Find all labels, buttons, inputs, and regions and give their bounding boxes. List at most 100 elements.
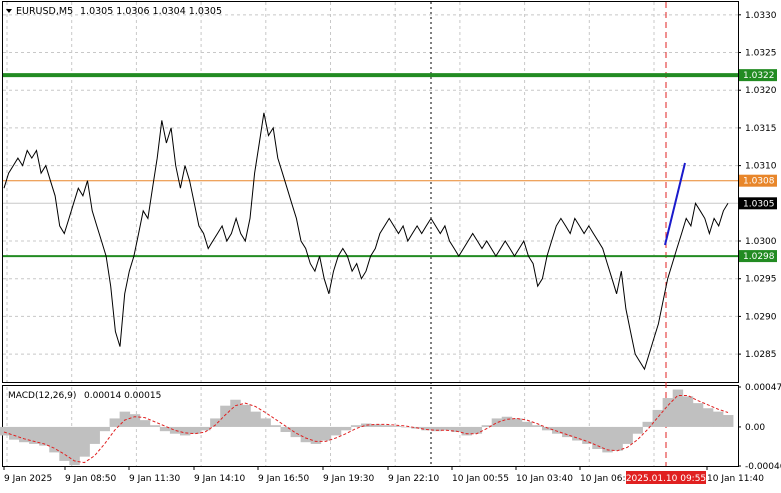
- level-label-text: 1.0298: [743, 252, 775, 262]
- macd-bar: [260, 418, 271, 427]
- cursor-time-label: 2025.01.10 09:55: [626, 471, 706, 484]
- price-series-line: [3, 112, 729, 371]
- macd-bar: [49, 426, 60, 453]
- macd-bar: [552, 426, 563, 434]
- macd-values: 0.00014 0.00015: [84, 391, 161, 401]
- price-line-series: [3, 112, 729, 371]
- macd-bar: [612, 426, 623, 451]
- time-tick-label: 9 Jan 08:50: [65, 474, 117, 484]
- price-tick-label: 1.0285: [745, 350, 777, 360]
- macd-bar: [109, 418, 121, 427]
- macd-bar: [220, 405, 231, 427]
- time-tick-label: 10 Jan 06:2: [580, 474, 631, 484]
- price-axis[interactable]: 1.0330 1.0325 1.0320 1.0315 1.0310 1.0300 1.02…: [738, 11, 777, 360]
- price-level-labels: 1.0322 1.0308 1.0305 1.0298: [739, 69, 777, 262]
- price-tick-label: 1.0330: [745, 11, 777, 21]
- macd-bar: [401, 426, 412, 428]
- macd-bar: [602, 426, 613, 453]
- time-tick-label: 10 Jan 00:55: [452, 474, 509, 484]
- macd-bar: [340, 426, 352, 431]
- macd-bar: [451, 426, 462, 433]
- time-tick-label: 9 Jan 11:30: [129, 474, 181, 484]
- time-tick-label: 9 Jan 16:50: [258, 474, 310, 484]
- time-axis[interactable]: 9 Jan 2025 9 Jan 08:50 9 Jan 11:30 9 Jan 14…: [3, 466, 764, 484]
- cursor-time-text: 2025.01.10 09:55: [626, 474, 706, 484]
- macd-bar: [682, 396, 694, 427]
- macd-bar: [531, 425, 543, 427]
- price-tick-label: 1.0310: [745, 162, 777, 172]
- macd-bar: [632, 426, 643, 434]
- macd-bar: [441, 426, 452, 431]
- level-label-text: 1.0308: [743, 177, 775, 187]
- symbol-timeframe: EURUSD,M5: [16, 6, 73, 17]
- macd-bar: [722, 415, 734, 427]
- macd-bar: [461, 426, 472, 436]
- macd-bar: [200, 426, 211, 431]
- macd-bar: [360, 423, 372, 427]
- macd-bar: [622, 426, 633, 444]
- macd-bar: [149, 425, 161, 427]
- macd-bar: [421, 426, 432, 431]
- macd-bar: [431, 426, 442, 432]
- macd-bar: [521, 421, 533, 427]
- macd-tick-label: 0.00047: [745, 383, 781, 393]
- macd-bar: [19, 426, 30, 443]
- horizontal-levels[interactable]: [3, 73, 738, 258]
- chart-header: EURUSD,M5 1.0305 1.0306 1.0304 1.0305: [6, 6, 222, 17]
- level-label-text: 1.0305: [743, 199, 775, 209]
- macd-bar: [391, 426, 402, 427]
- macd-bar: [210, 418, 221, 427]
- macd-bar: [642, 421, 653, 427]
- macd-bar: [491, 418, 503, 427]
- time-tick-label: 9 Jan 14:10: [194, 474, 246, 484]
- macd-bar: [230, 399, 241, 427]
- macd-header: MACD(12,26,9) 0.00014 0.00015: [8, 391, 161, 401]
- time-tick-label: 10 Jan 11:40: [707, 474, 764, 484]
- macd-bar: [592, 426, 603, 450]
- macd-bar: [129, 414, 141, 427]
- macd-bar: [471, 426, 483, 434]
- macd-bar: [89, 426, 100, 444]
- macd-bar: [371, 424, 382, 427]
- macd-name: MACD(12,26,9): [8, 391, 76, 401]
- macd-bar: [310, 426, 322, 444]
- macd-bar: [99, 426, 110, 432]
- macd-tick-label: 0.00: [745, 423, 765, 433]
- macd-bar: [159, 426, 171, 432]
- time-tick-label: 9 Jan 2025: [4, 474, 52, 484]
- macd-bar: [270, 425, 281, 427]
- macd-histogram: [0, 389, 734, 466]
- macd-bar: [541, 426, 553, 431]
- ohlc-values: 1.0305 1.0306 1.0304 1.0305: [80, 6, 222, 17]
- macd-bar: [562, 426, 573, 438]
- time-tick-label: 10 Jan 03:40: [516, 474, 573, 484]
- macd-bar: [712, 411, 724, 427]
- triangle-down-icon[interactable]: [6, 9, 12, 13]
- macd-bar: [300, 426, 312, 443]
- macd-bar: [69, 426, 80, 466]
- macd-bar: [320, 426, 332, 441]
- price-tick-label: 1.0325: [745, 49, 777, 59]
- price-panel-frame: [2, 1, 739, 383]
- macd-bar: [652, 409, 664, 427]
- macd-bar: [190, 426, 201, 434]
- macd-bar: [79, 426, 90, 457]
- trend-line[interactable]: [664, 162, 686, 246]
- macd-bar: [481, 425, 493, 427]
- price-tick-label: 1.0320: [745, 86, 777, 96]
- macd-panel-frame: [2, 385, 739, 467]
- macd-bar: [179, 426, 191, 436]
- time-tick-label: 9 Jan 19:30: [323, 474, 375, 484]
- macd-bar: [572, 426, 583, 441]
- macd-bar: [0, 426, 10, 436]
- cursor-time-label-bg: [626, 471, 706, 484]
- price-tick-label: 1.0300: [745, 237, 777, 247]
- macd-tick-label: -0.00046: [745, 462, 781, 472]
- macd-bar: [501, 416, 513, 427]
- level-label-bg: [739, 250, 777, 263]
- price-tick-label: 1.0290: [745, 312, 777, 322]
- macd-axis[interactable]: 0.00047 0.00 -0.00046: [738, 383, 781, 472]
- macd-bar: [662, 398, 674, 427]
